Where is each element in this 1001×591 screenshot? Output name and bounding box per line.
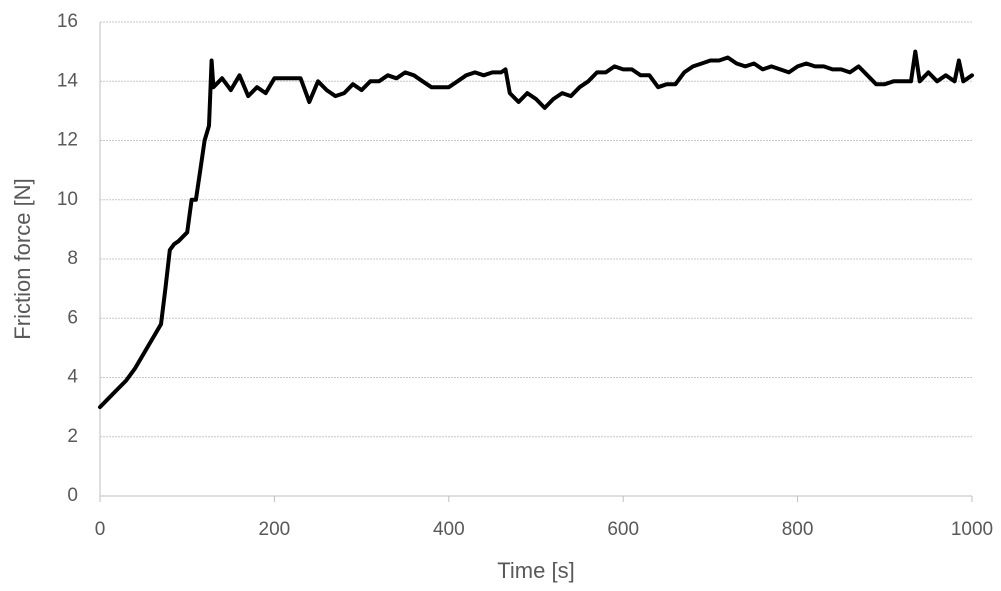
y-tick-label: 12 (57, 130, 78, 151)
x-tick-label: 0 (95, 519, 106, 540)
y-tick-label: 4 (67, 367, 78, 388)
y-tick-label: 8 (67, 248, 78, 269)
y-tick-label: 6 (67, 307, 78, 328)
y-tick-label: 14 (57, 70, 79, 91)
y-tick-label: 10 (57, 189, 78, 210)
x-tick-label: 400 (433, 519, 465, 540)
data-line (98, 49, 974, 410)
x-tick-label: 1000 (951, 519, 993, 540)
y-tick-label: 2 (67, 426, 78, 447)
x-axis-label: Time [s] (497, 558, 574, 583)
y-tick-label: 16 (57, 11, 78, 32)
y-axis-label: Friction force [N] (10, 178, 35, 339)
x-tick-label: 600 (607, 519, 639, 540)
x-tick-label: 200 (259, 519, 291, 540)
x-tick-label: 800 (782, 519, 814, 540)
y-tick-label: 0 (67, 485, 78, 506)
